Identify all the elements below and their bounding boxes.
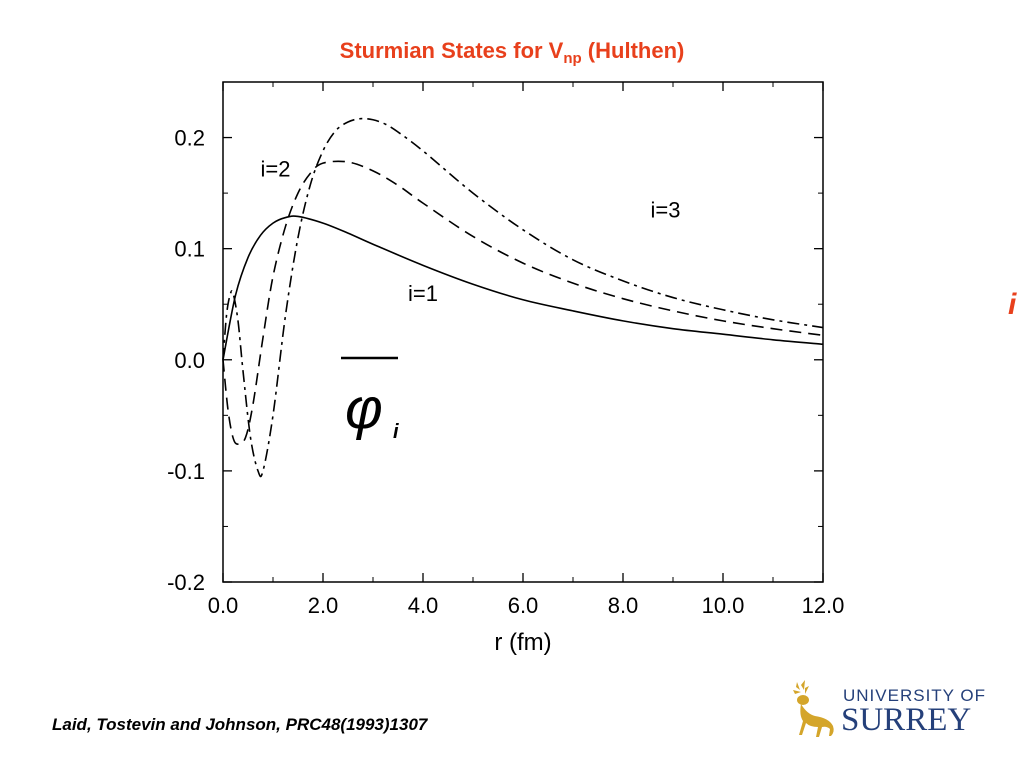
side-index-label: i <box>1008 288 1017 321</box>
plot-frame <box>222 81 824 583</box>
curve-label: i=2 <box>261 156 291 181</box>
x-axis-label: r (fm) <box>494 629 551 656</box>
chart-labels: r (fm) i=2 i=3 i=1 <box>261 156 681 656</box>
x-tick-label: 4.0 <box>408 593 439 618</box>
x-tick-label: 6.0 <box>508 593 539 618</box>
phi-symbol: φ i <box>341 356 399 443</box>
x-tick-label: 2.0 <box>308 593 339 618</box>
x-tick-label: 10.0 <box>702 593 745 618</box>
series-line-i1 <box>222 215 824 360</box>
y-tick-label: -0.1 <box>167 459 205 484</box>
x-tick-label: 0.0 <box>208 593 239 618</box>
logo-line2: SURREY <box>841 702 972 738</box>
series-line-i3 <box>222 117 824 478</box>
x-tick-label: 12.0 <box>802 593 845 618</box>
stag-emblem-icon <box>793 680 834 737</box>
title-main: Sturmian States for V <box>339 38 564 63</box>
y-tick-label: -0.2 <box>167 570 205 595</box>
phi-subscript: i <box>393 421 399 443</box>
slide-title: Sturmian States for Vnp (Hulthen) <box>0 38 1024 67</box>
title-subscript: np <box>563 50 582 67</box>
axis-ticks: 0.0 2.0 4.0 6.0 8.0 10.0 12.0 -0.2 -0.1 0.0 0.1 0.2 <box>167 82 844 618</box>
y-tick-label: 0.1 <box>174 237 205 262</box>
phi-main: φ <box>345 376 383 441</box>
x-tick-label: 8.0 <box>608 593 639 618</box>
chart-series <box>222 117 824 478</box>
y-tick-label: 0.0 <box>174 348 205 373</box>
logo-line1: UNIVERSITY OF <box>843 686 987 705</box>
citation: Laid, Tostevin and Johnson, PRC48(1993)1… <box>52 715 428 734</box>
plot-border <box>222 81 824 583</box>
sturmian-chart: 0.0 2.0 4.0 6.0 8.0 10.0 12.0 -0.2 -0.1 0.0 0.1 0.2… <box>167 81 844 656</box>
curve-label: i=3 <box>651 198 681 223</box>
university-logo: UNIVERSITY OF SURREY <box>783 678 998 746</box>
curve-label: i=1 <box>408 281 438 306</box>
title-suffix: (Hulthen) <box>581 38 685 63</box>
y-tick-label: 0.2 <box>174 126 205 151</box>
series-line-i2 <box>222 160 824 446</box>
